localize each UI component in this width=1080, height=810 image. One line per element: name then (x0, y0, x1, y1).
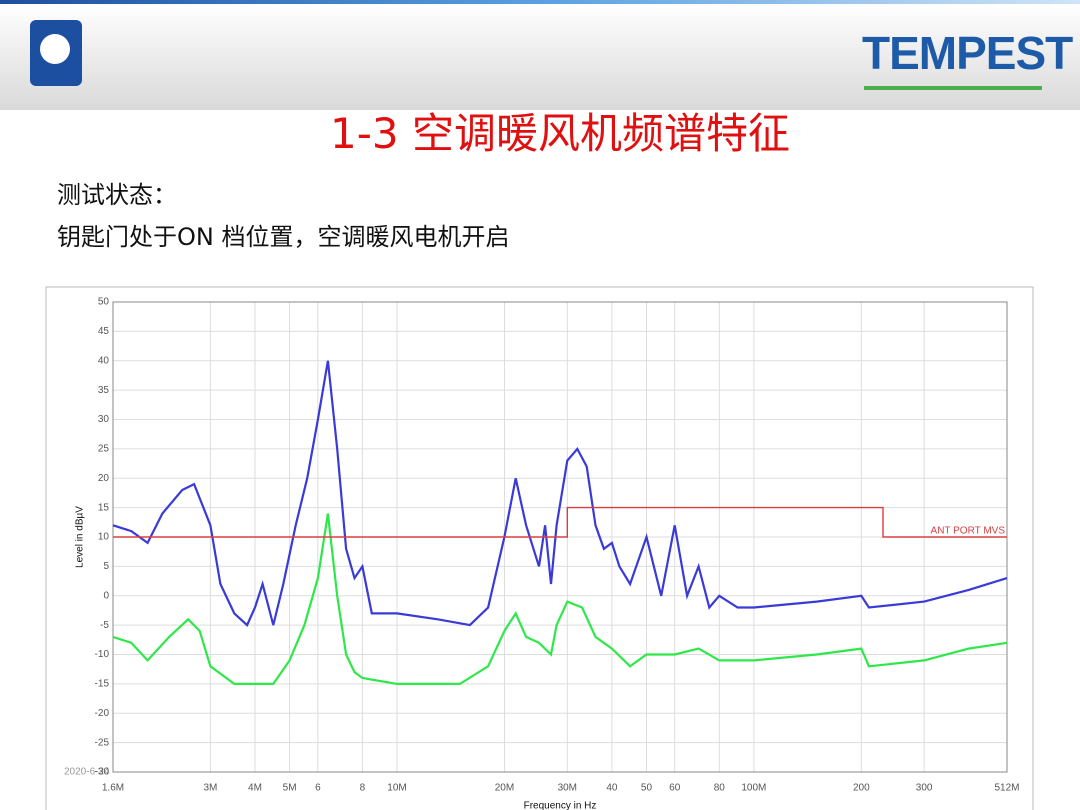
x-tick-label: 100M (741, 783, 766, 794)
y-tick-label: -10 (95, 649, 110, 660)
y-tick-label: 50 (98, 297, 110, 308)
x-tick-label: 1.6M (102, 783, 124, 794)
x-tick-label: 8 (360, 783, 366, 794)
y-tick-label: 5 (103, 561, 109, 572)
x-tick-label: 4M (248, 783, 262, 794)
brand-underline (864, 86, 1042, 90)
x-tick-label: 20M (495, 783, 514, 794)
x-tick-label: 80 (714, 783, 726, 794)
brand: TEMPEST (862, 27, 1073, 79)
date: 2020-6-24 (64, 767, 110, 778)
slide-title: 1-3 空调暖风机频谱特征 (330, 109, 790, 158)
chart-frame (45, 286, 1034, 810)
y-tick-label: 30 (98, 414, 110, 425)
header-band (0, 4, 1080, 110)
x-tick-label: 30M (558, 783, 577, 794)
text-line: 钥匙门处于ON 档位置，空调暖风电机开启 (57, 223, 510, 251)
y-axis-label: Level in dBµV (75, 506, 86, 568)
y-tick-label: -20 (95, 708, 110, 719)
y-tick-label: 25 (98, 444, 110, 455)
y-tick-label: 45 (98, 326, 110, 337)
y-tick-label: 20 (98, 473, 110, 484)
series-line (112, 360, 1008, 627)
x-tick-label: 50 (641, 783, 653, 794)
series-label: ANT PORT MVS (931, 526, 1006, 537)
x-tick-label: 40 (606, 783, 618, 794)
y-tick-label: -5 (100, 620, 109, 631)
y-tick-label: 0 (103, 590, 109, 601)
series-line (113, 506, 1007, 538)
top-bar (0, 0, 1080, 4)
logo (30, 20, 82, 86)
text-line: 测试状态： (57, 181, 177, 209)
x-tick-label: 60 (669, 783, 681, 794)
y-tick-label: 10 (98, 532, 110, 543)
x-tick-label: 300 (916, 783, 933, 794)
y-tick-label: -25 (95, 737, 110, 748)
x-tick-label: 5M (283, 783, 297, 794)
y-tick-label: 35 (98, 385, 110, 396)
x-tick-label: 10M (387, 783, 406, 794)
y-tick-label: -30 (95, 767, 110, 778)
x-tick-label: 6 (315, 783, 321, 794)
x-axis-label: Frequency in Hz (524, 801, 597, 810)
y-tick-label: 15 (98, 502, 110, 513)
x-tick-label: 200 (853, 783, 870, 794)
y-tick-label: 40 (98, 355, 110, 366)
series-line (112, 513, 1008, 685)
x-tick-label: 512M (994, 783, 1019, 794)
x-tick-label: 3M (203, 783, 217, 794)
y-tick-label: -15 (95, 679, 110, 690)
